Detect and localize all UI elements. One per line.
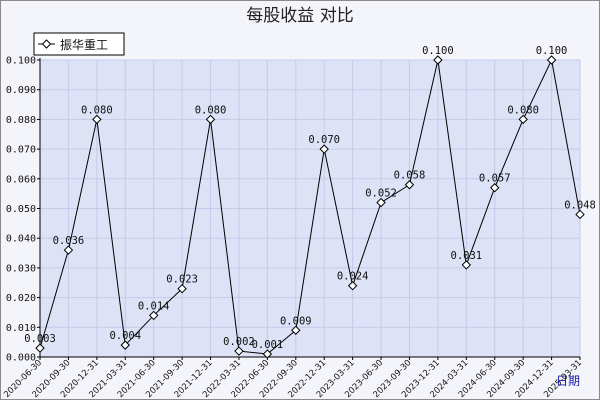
data-point-marker [546, 55, 557, 65]
data-label: 0.036 [53, 235, 85, 247]
data-label: 0.070 [308, 134, 340, 146]
data-point-marker [92, 114, 102, 125]
data-point-marker [177, 283, 187, 294]
data-point-marker [490, 183, 500, 193]
legend-marker-icon [41, 39, 52, 49]
y-tick-label: 0.000 [6, 353, 36, 364]
data-label: 0.004 [109, 330, 141, 342]
data-label: 0.058 [394, 170, 426, 182]
data-point-marker [461, 260, 472, 270]
data-label: 0.023 [166, 274, 198, 286]
data-label: 0.057 [479, 173, 511, 185]
x-axis-ticks: 2020-06-302020-09-302020-12-312021-03-31… [2, 357, 584, 400]
axes [39, 58, 580, 358]
y-tick-label: 0.090 [6, 85, 36, 96]
y-tick-label: 0.040 [6, 234, 36, 245]
data-label: 0.100 [536, 45, 568, 57]
legend-box [33, 32, 125, 56]
data-label: 0.002 [223, 336, 255, 348]
data-label: 0.080 [81, 104, 113, 116]
data-point-marker [148, 310, 159, 321]
data-label: 0.100 [422, 45, 454, 57]
data-point-marker [376, 197, 386, 208]
y-tick-label: 0.080 [6, 115, 36, 126]
data-labels: 0.003 0.036 0.080 0.004 0.014 0.023 0.080 0.002… [24, 45, 596, 351]
data-label: 0.080 [195, 104, 227, 116]
data-point-marker [291, 325, 301, 335]
y-tick-label: 0.020 [6, 293, 36, 304]
y-tick-label: 0.100 [6, 56, 36, 67]
data-label: 0.003 [24, 333, 56, 345]
data-point-marker [319, 144, 329, 154]
grid-lines [39, 59, 581, 358]
data-point-marker [262, 349, 273, 359]
data-point-marker [518, 114, 528, 125]
y-tick-label: 0.010 [6, 323, 36, 334]
data-label: 0.014 [138, 300, 170, 312]
x-axis-label: 日期 [556, 374, 580, 388]
y-tick-label: 0.060 [6, 174, 36, 185]
data-label: 0.024 [337, 271, 369, 283]
data-point-marker [35, 343, 45, 353]
data-label: 0.001 [252, 339, 284, 351]
data-label: 0.048 [564, 199, 596, 211]
y-tick-label: 0.070 [6, 145, 36, 156]
legend: 振华重工 [33, 32, 125, 56]
data-label: 0.009 [280, 315, 312, 327]
legend-label: 振华重工 [60, 38, 108, 52]
data-label: 0.052 [365, 188, 397, 200]
data-point-marker [234, 346, 244, 356]
data-label: 0.080 [507, 104, 539, 116]
y-tick-label: 0.050 [6, 204, 36, 215]
data-point-marker [433, 55, 443, 65]
y-tick-label: 0.030 [6, 263, 36, 274]
series-polyline [39, 58, 581, 355]
data-point-marker [575, 209, 585, 220]
series-line [35, 55, 585, 359]
y-axis-ticks: 0.000 0.010 0.020 0.030 0.040 0.050 0.060 0.070… [6, 56, 40, 364]
data-point-marker [63, 245, 74, 255]
data-label: 0.031 [451, 250, 483, 262]
data-point-marker [404, 180, 415, 190]
chart-title: 每股收益 对比 [246, 6, 353, 26]
data-point-marker [120, 340, 130, 350]
data-point-marker [205, 114, 216, 125]
data-point-marker [347, 281, 358, 291]
